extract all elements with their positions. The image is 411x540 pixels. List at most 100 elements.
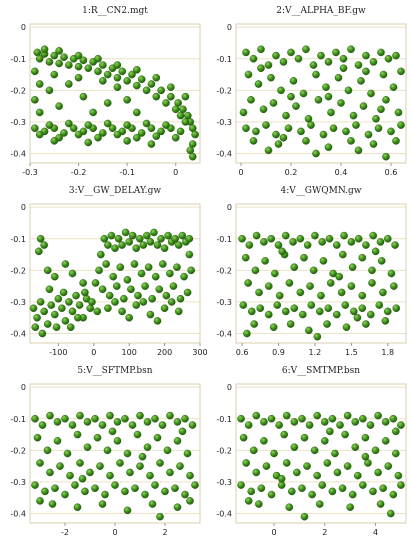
scatter-point <box>118 241 126 249</box>
scatter-point <box>151 272 160 281</box>
scatter-point <box>31 67 39 76</box>
scatter-point <box>277 474 286 483</box>
scatter-point <box>161 487 169 496</box>
scatter-point <box>247 307 256 316</box>
y-tick-label: -0.2 <box>10 86 26 95</box>
y-tick-label: -0.1 <box>10 55 26 64</box>
scatter-point <box>116 459 124 467</box>
scatter-point <box>305 326 313 335</box>
scatter-point <box>357 77 365 85</box>
scatter-point <box>397 67 405 76</box>
x-tick-label: -0.3 <box>22 168 38 177</box>
scatter-point <box>155 285 164 294</box>
scatter-point <box>91 484 99 493</box>
scatter-point <box>267 73 275 82</box>
scatter-panel-4: 4:V__GWQMN.gw 0 -0.1 -0.2 -0.3 -0.4 0.6 0.9 1.2… <box>206 180 411 360</box>
scatter-point <box>392 51 400 60</box>
scatter-point <box>50 272 59 281</box>
scatter-point <box>81 288 89 297</box>
scatter-point <box>347 282 356 290</box>
scatter-point <box>359 102 368 110</box>
scatter-point <box>104 304 112 313</box>
scatter-point <box>147 124 156 133</box>
scatter-point <box>300 433 309 442</box>
panel-plot: 0 -0.1 -0.2 -0.3 -0.4 0 0.2 0.4 0.6 <box>216 23 407 177</box>
scatter-point <box>254 80 263 88</box>
scatter-point <box>242 459 250 467</box>
scatter-point <box>121 228 130 237</box>
scatter-point <box>347 238 356 246</box>
scatter-point <box>35 108 44 117</box>
scatter-point <box>130 260 139 268</box>
scatter-point <box>55 47 63 55</box>
scatter-point <box>359 414 367 423</box>
scatter-point <box>362 241 370 249</box>
scatter-point <box>314 96 323 104</box>
scatter-point <box>50 310 59 319</box>
scatter-point <box>305 421 314 429</box>
scatter-point <box>178 231 187 240</box>
scatter-point <box>113 130 122 139</box>
scatter-point <box>369 231 378 240</box>
scatter-point <box>335 272 344 281</box>
scatter-point <box>312 70 320 79</box>
scatter-point <box>264 282 273 290</box>
scatter-point <box>286 320 295 328</box>
scatter-point <box>267 490 276 499</box>
scatter-point <box>81 487 89 496</box>
scatter-point <box>187 266 195 275</box>
scatter-point <box>260 418 268 426</box>
scatter-point <box>113 418 122 426</box>
scatter-point <box>287 92 295 101</box>
scatter-point <box>35 130 44 139</box>
scatter-point <box>369 58 378 66</box>
scatter-point <box>186 471 194 480</box>
scatter-point <box>313 471 321 480</box>
scatter-point <box>252 468 261 477</box>
scatter-point <box>173 503 182 512</box>
scatter-point <box>84 121 93 129</box>
y-tick-label: -0.2 <box>216 446 232 455</box>
scatter-point <box>364 130 373 139</box>
scatter-point <box>332 310 341 319</box>
scatter-point <box>272 51 280 60</box>
scatter-point <box>354 61 363 69</box>
scatter-point <box>332 48 340 57</box>
scatter-point <box>123 276 132 284</box>
scatter-point <box>362 320 370 328</box>
scatter-point <box>66 323 75 332</box>
scatter-point <box>60 53 68 61</box>
x-tick-label: -2 <box>61 528 69 537</box>
scatter-point <box>147 140 156 148</box>
scatter-point <box>328 487 337 496</box>
scatter-point <box>337 288 346 297</box>
scatter-point <box>390 282 398 290</box>
scatter-point <box>384 462 393 470</box>
scatter-point <box>50 70 59 79</box>
scatter-point <box>376 238 385 246</box>
scatter-point <box>86 468 94 477</box>
scatter-point <box>167 92 175 101</box>
scatter-point <box>312 149 320 158</box>
scatter-point <box>31 481 39 489</box>
scatter-point <box>339 64 348 73</box>
scatter-point <box>148 500 157 508</box>
scatter-point <box>303 462 311 470</box>
scatter-point <box>40 241 48 249</box>
scatter-point <box>45 58 54 66</box>
scatter-point <box>341 430 349 439</box>
scatter-point <box>375 301 384 309</box>
y-tick-label: 0 <box>227 203 232 212</box>
scatter-point <box>313 332 322 341</box>
scatter-point <box>78 474 87 483</box>
scatter-point <box>167 83 175 91</box>
y-tick-label: -0.2 <box>10 446 26 455</box>
plot-frame <box>235 23 407 164</box>
x-tick-label: 200 <box>157 348 172 357</box>
scatter-point <box>65 61 73 69</box>
scatter-point <box>111 481 119 489</box>
scatter-panel-1: 1:R__CN2.mgt 0 -0.1 -0.2 -0.3 -0.4 -0.3 -0.2 -0… <box>0 0 205 180</box>
scatter-point <box>281 231 290 240</box>
scatter-point <box>257 64 265 73</box>
scatter-point <box>183 288 192 297</box>
